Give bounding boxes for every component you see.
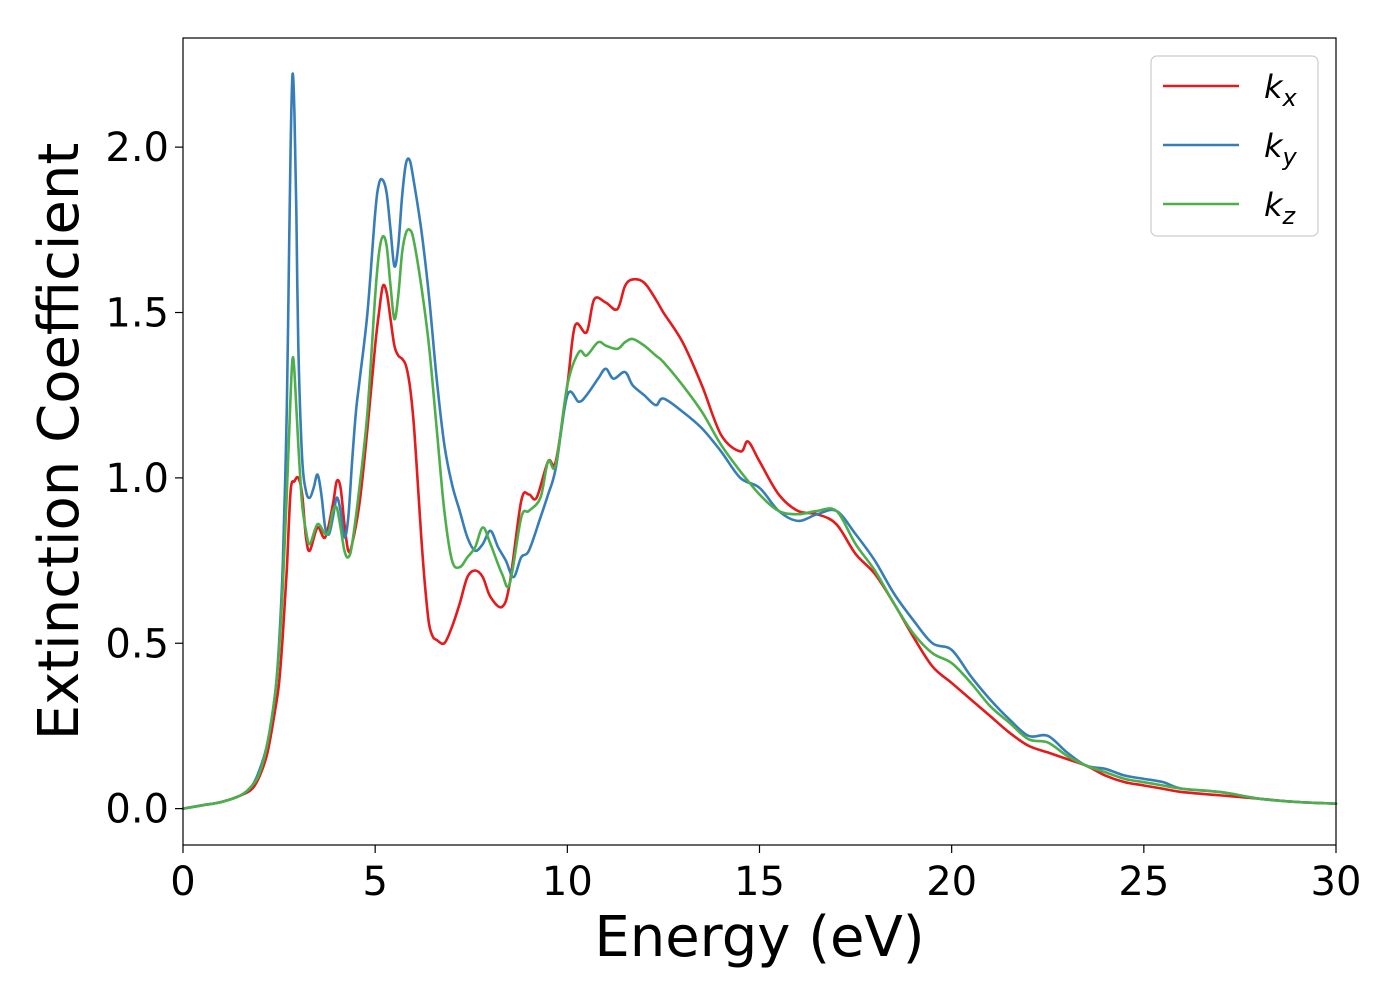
- y-axis-ticks: 0.0 0.5 1.0 1.5 2.0: [105, 125, 183, 833]
- x-tick-label: 0: [170, 859, 195, 905]
- legend: kx ky kz: [1150, 55, 1319, 237]
- series-line-kx: [181, 277, 1338, 810]
- x-tick-label: 30: [1311, 859, 1362, 905]
- series-lines: [181, 72, 1338, 810]
- y-axis-title: Extinction Coefficient: [27, 143, 92, 741]
- y-tick-label: 1.5: [105, 291, 169, 337]
- y-tick-label: 1.0: [105, 456, 169, 502]
- series-line-kz: [181, 228, 1338, 810]
- x-axis-ticks: 0 5 10 15 20 25 30: [170, 845, 1361, 905]
- y-tick-label: 0.5: [105, 621, 169, 667]
- legend-label-kz: kz: [1264, 186, 1297, 230]
- x-tick-label: 15: [734, 859, 785, 905]
- x-axis-title: Energy (eV): [594, 905, 924, 970]
- x-tick-label: 25: [1118, 859, 1169, 905]
- legend-label-kx: kx: [1264, 68, 1298, 112]
- y-tick-label: 2.0: [105, 125, 169, 171]
- y-tick-label: 0.0: [105, 787, 169, 833]
- x-tick-label: 20: [926, 859, 977, 905]
- series-line-ky: [181, 72, 1338, 810]
- legend-label-ky: ky: [1264, 127, 1298, 171]
- x-tick-label: 10: [542, 859, 593, 905]
- x-tick-label: 5: [362, 859, 387, 905]
